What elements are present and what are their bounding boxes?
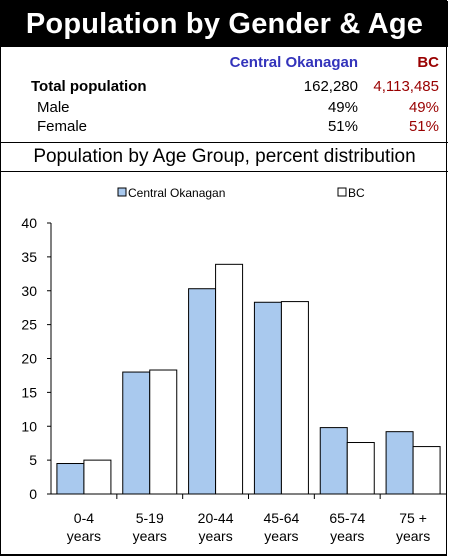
region-b-value: 49% xyxy=(408,99,439,116)
x-tick-label: 65-74 xyxy=(329,510,365,526)
y-tick-label: 5 xyxy=(29,452,37,468)
y-tick-label: 40 xyxy=(21,215,37,231)
chart-subtitle: Population by Age Group, percent distrib… xyxy=(1,142,448,172)
y-tick-label: 15 xyxy=(21,384,37,400)
bar xyxy=(149,369,178,495)
x-tick-label: years xyxy=(396,528,430,544)
bar xyxy=(56,463,85,495)
y-tick-label: 25 xyxy=(21,317,37,333)
region-a-value: 49% xyxy=(327,99,358,116)
region-b-value: 4,113,485 xyxy=(373,78,439,95)
region-a-value: 51% xyxy=(327,118,358,135)
legend-swatch xyxy=(117,187,127,197)
x-tick-label: years xyxy=(264,528,298,544)
row-label: Male xyxy=(37,99,70,116)
row-label: Total population xyxy=(31,78,147,95)
bar xyxy=(280,301,309,495)
x-tick-label: 0-4 xyxy=(74,510,94,526)
x-tick-label: years xyxy=(330,528,364,544)
table-row: Total population 162,280 4,113,485 xyxy=(1,78,448,98)
x-tick-label: 75 + xyxy=(399,510,427,526)
bar xyxy=(83,459,112,495)
region-a-value: 162,280 xyxy=(303,78,358,95)
row-label: Female xyxy=(37,118,88,135)
y-tick-label: 30 xyxy=(21,283,37,299)
x-tick-label: years xyxy=(198,528,232,544)
age-distribution-chart: 0 5 10 15 20 25 30 35 40 0-4 years 5-19 years 20-44 ye… xyxy=(21,186,446,544)
bar xyxy=(253,301,282,495)
table-header-row: Central Okanagan BC xyxy=(1,54,448,74)
bar xyxy=(346,442,375,495)
y-tick-label: 0 xyxy=(29,486,37,502)
bar xyxy=(215,263,244,495)
x-tick-label: years xyxy=(133,528,167,544)
legend-label: Central Okanagan xyxy=(128,186,225,200)
bar xyxy=(385,431,414,495)
y-tick-label: 10 xyxy=(21,418,37,434)
x-tick-label: years xyxy=(67,528,101,544)
bar xyxy=(412,446,441,495)
region-b-value: 51% xyxy=(408,118,439,135)
bar xyxy=(188,288,217,495)
legend-label: BC xyxy=(348,186,365,200)
x-tick-label: 5-19 xyxy=(136,510,164,526)
x-tick-label: 20-44 xyxy=(198,510,234,526)
region-a-header: Central Okanagan xyxy=(229,54,358,71)
bar xyxy=(319,427,348,495)
legend-swatch xyxy=(337,187,347,197)
table-row: Female 51% 51% xyxy=(1,118,448,138)
y-tick-label: 20 xyxy=(21,351,37,367)
x-tick-label: 45-64 xyxy=(264,510,300,526)
y-tick-label: 35 xyxy=(21,249,37,265)
table-row: Male 49% 49% xyxy=(1,99,448,119)
region-b-header: BC xyxy=(417,54,439,71)
page-title: Population by Gender & Age xyxy=(1,1,448,47)
bar xyxy=(122,371,151,495)
